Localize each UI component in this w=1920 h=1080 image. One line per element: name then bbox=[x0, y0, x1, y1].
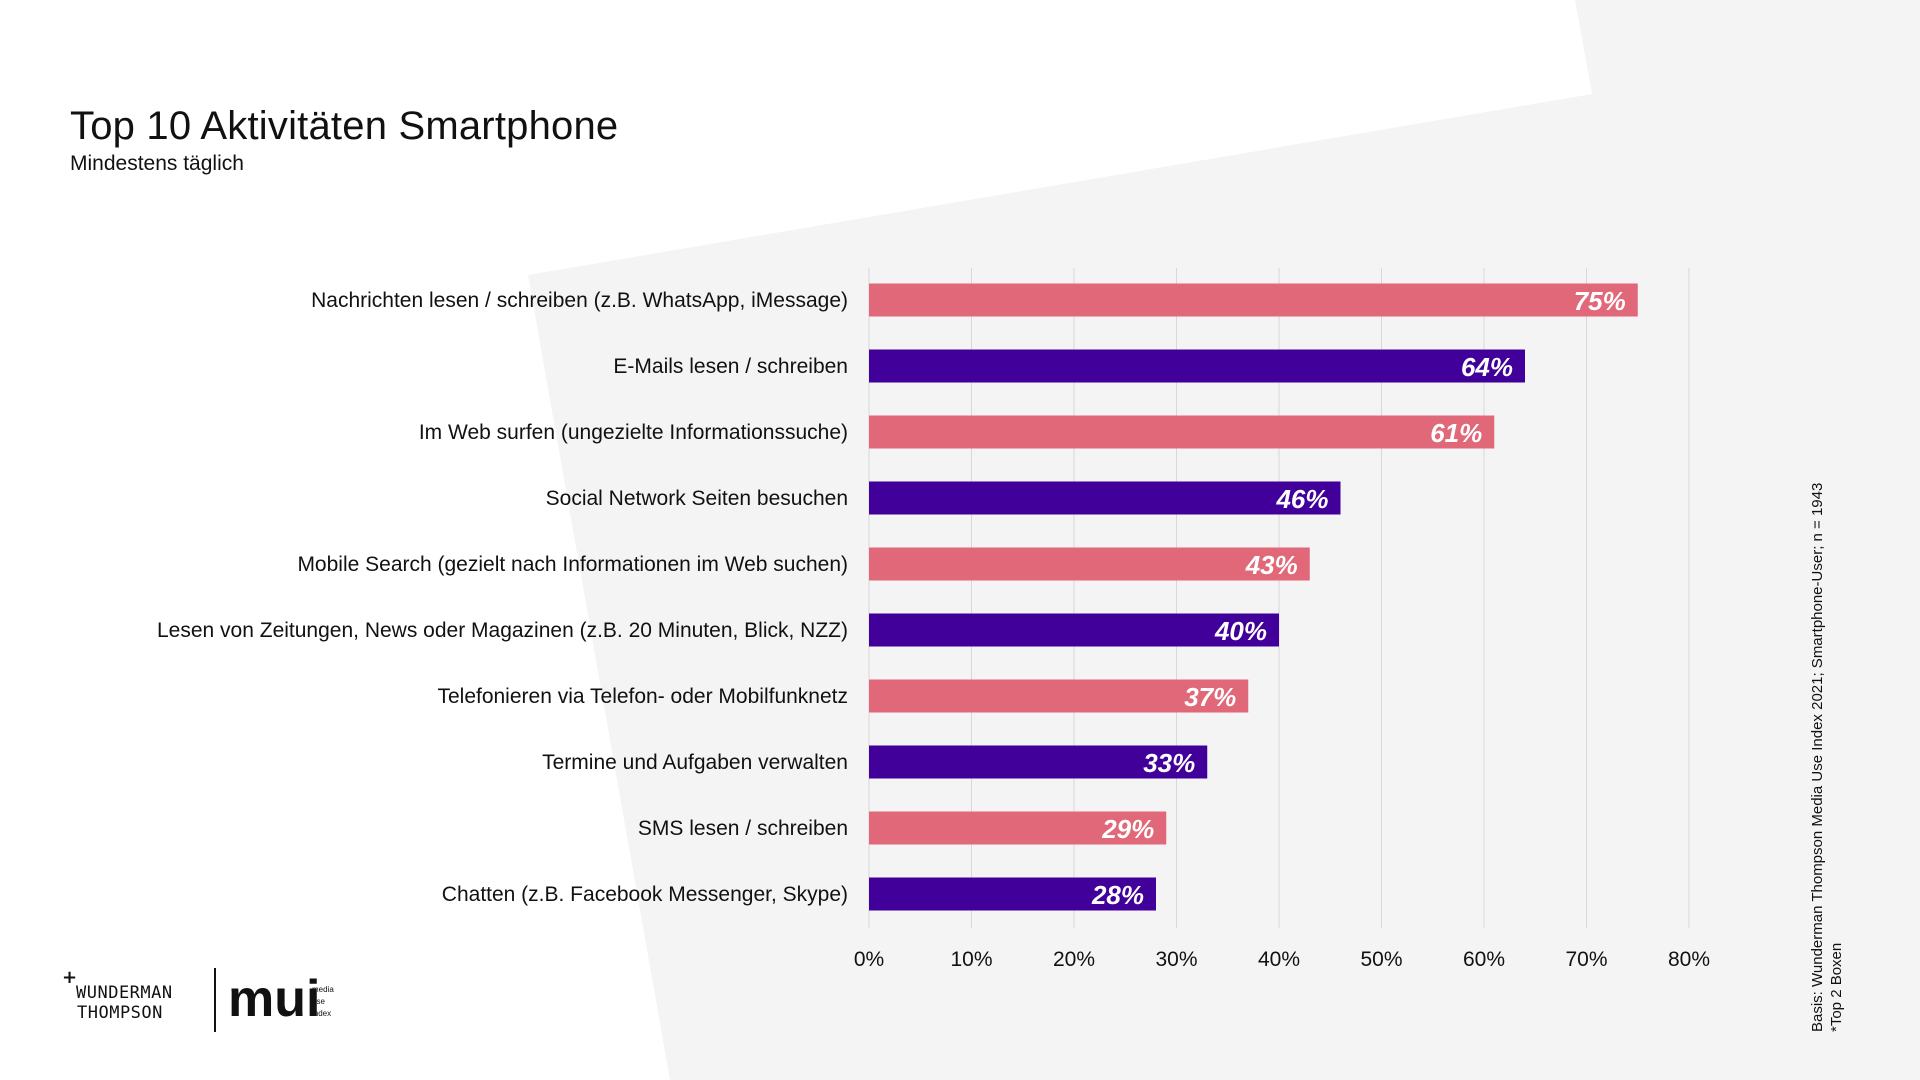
bar bbox=[869, 877, 1156, 911]
logo-line-2: THOMPSON bbox=[77, 1003, 163, 1023]
bar-value-label: 28% bbox=[1091, 880, 1144, 910]
source-footnote: Basis: Wunderman Thompson Media Use Inde… bbox=[1808, 483, 1846, 1032]
bar-value-label: 46% bbox=[1275, 484, 1328, 514]
bar-value-label: 37% bbox=[1184, 682, 1236, 712]
bar bbox=[869, 679, 1249, 713]
source-line: Basis: Wunderman Thompson Media Use Inde… bbox=[1809, 482, 1826, 1032]
footnote-line: *Top 2 Boxen bbox=[1828, 942, 1845, 1032]
page-subtitle: Mindestens täglich bbox=[70, 152, 244, 175]
bar-value-label: 29% bbox=[1101, 814, 1154, 844]
bar bbox=[869, 415, 1495, 449]
category-label: Nachrichten lesen / schreiben (z.B. What… bbox=[311, 289, 848, 312]
bar bbox=[869, 283, 1638, 317]
x-tick-label: 60% bbox=[1463, 948, 1505, 971]
x-tick-label: 80% bbox=[1668, 948, 1710, 971]
bar-value-label: 75% bbox=[1574, 286, 1626, 316]
mui-word-2: use bbox=[312, 997, 325, 1006]
mui-word-3: index bbox=[312, 1009, 331, 1018]
bar-value-label: 40% bbox=[1214, 616, 1267, 646]
category-label: Mobile Search (gezielt nach Informatione… bbox=[297, 553, 848, 576]
bars bbox=[869, 283, 1638, 911]
category-labels: Nachrichten lesen / schreiben (z.B. What… bbox=[157, 289, 848, 906]
mui-logo: mui media use index bbox=[228, 970, 334, 1028]
category-label: Termine und Aufgaben verwalten bbox=[542, 751, 848, 774]
x-tick-label: 0% bbox=[854, 948, 884, 971]
bar-value-label: 64% bbox=[1461, 352, 1513, 382]
bar bbox=[869, 547, 1310, 581]
x-tick-label: 30% bbox=[1155, 948, 1197, 971]
x-tick-label: 10% bbox=[950, 948, 992, 971]
x-tick-label: 50% bbox=[1360, 948, 1402, 971]
page-title: Top 10 Aktivitäten Smartphone bbox=[70, 104, 619, 148]
category-label: Lesen von Zeitungen, News oder Magazinen… bbox=[157, 619, 848, 642]
x-tick-label: 70% bbox=[1565, 948, 1607, 971]
logo-line-1: WUNDERMAN bbox=[76, 983, 173, 1003]
category-label: Telefonieren via Telefon- oder Mobilfunk… bbox=[437, 685, 848, 708]
category-label: Im Web surfen (ungezielte Informationssu… bbox=[419, 421, 848, 444]
bar-value-label: 61% bbox=[1430, 418, 1482, 448]
x-axis-tick-labels: 0% 10% 20% 30% 40% 50% 60% 70% 80% bbox=[854, 948, 1710, 971]
mui-mark: mui bbox=[228, 970, 320, 1028]
bar bbox=[869, 613, 1279, 647]
bar bbox=[869, 745, 1208, 779]
bar-value-label: 33% bbox=[1143, 748, 1195, 778]
value-labels: 75% 64% 61% 46% 43% 40% 37% 33% 29% 28% bbox=[1091, 286, 1626, 910]
x-tick-label: 40% bbox=[1258, 948, 1300, 971]
logo-divider bbox=[214, 968, 216, 1032]
bar-value-label: 43% bbox=[1245, 550, 1298, 580]
category-label: SMS lesen / schreiben bbox=[638, 817, 848, 840]
category-label: E-Mails lesen / schreiben bbox=[613, 355, 848, 378]
mui-word-1: media bbox=[312, 985, 334, 994]
category-label: Social Network Seiten besuchen bbox=[546, 487, 848, 510]
category-label: Chatten (z.B. Facebook Messenger, Skype) bbox=[442, 883, 848, 906]
bar bbox=[869, 349, 1525, 383]
bar bbox=[869, 481, 1341, 515]
x-tick-label: 20% bbox=[1053, 948, 1095, 971]
logo-plus: + bbox=[62, 967, 78, 988]
wunderman-thompson-logo: + WUNDERMAN THOMPSON bbox=[62, 967, 202, 1023]
bar bbox=[869, 811, 1167, 845]
